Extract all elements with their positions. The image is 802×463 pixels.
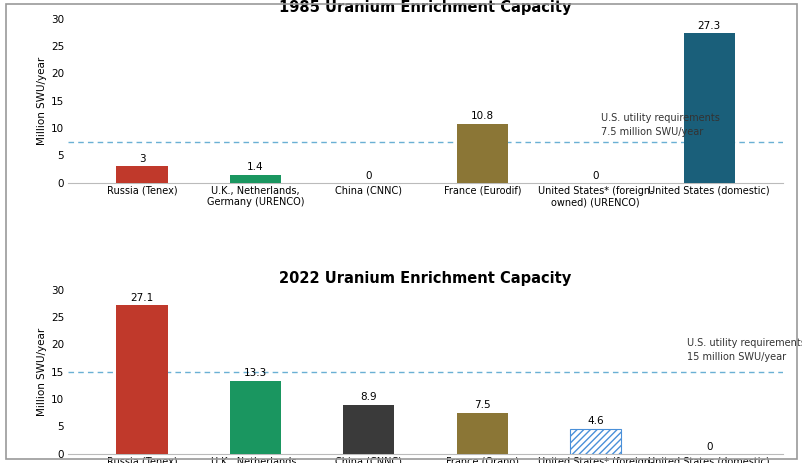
Text: 27.1: 27.1: [130, 293, 153, 303]
Bar: [229, 381, 281, 454]
Text: 13.3: 13.3: [244, 368, 267, 378]
Text: 7.5: 7.5: [473, 400, 490, 410]
Text: 10.8: 10.8: [470, 111, 493, 121]
Text: 3: 3: [139, 154, 145, 163]
Text: 0: 0: [592, 171, 598, 181]
Bar: [116, 166, 168, 183]
Bar: [229, 175, 281, 183]
Text: U.S. utility requirements
7.5 million SWU/year: U.S. utility requirements 7.5 million SW…: [601, 113, 719, 138]
Text: 27.3: 27.3: [697, 20, 720, 31]
Bar: [456, 124, 507, 183]
Text: 0: 0: [365, 171, 371, 181]
Text: 4.6: 4.6: [587, 416, 603, 426]
Text: 8.9: 8.9: [360, 392, 377, 402]
Y-axis label: Million SWU/year: Million SWU/year: [37, 327, 47, 416]
Title: 2022 Uranium Enrichment Capacity: 2022 Uranium Enrichment Capacity: [279, 270, 571, 286]
Bar: [456, 413, 507, 454]
Text: 0: 0: [705, 442, 711, 452]
Bar: [116, 306, 168, 454]
Bar: [683, 33, 734, 183]
Text: U.S. utility requirements
15 million SWU/year: U.S. utility requirements 15 million SWU…: [686, 338, 802, 362]
Y-axis label: Million SWU/year: Million SWU/year: [37, 56, 47, 145]
Title: 1985 Uranium Enrichment Capacity: 1985 Uranium Enrichment Capacity: [279, 0, 571, 14]
Bar: [569, 429, 621, 454]
Text: 1.4: 1.4: [247, 163, 263, 172]
Bar: [343, 405, 394, 454]
